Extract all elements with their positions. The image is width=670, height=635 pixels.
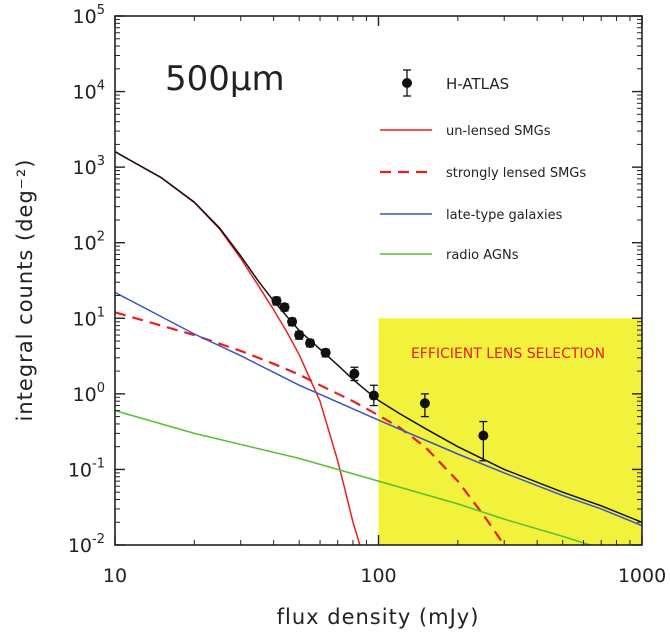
data-point <box>287 316 298 327</box>
legend: H-ATLAS un-lensed SMGs strongly lensed SMG… <box>380 69 586 263</box>
series-line-total <box>115 151 642 523</box>
x-tick-label: 10 <box>103 565 127 587</box>
legend-label: strongly lensed SMGs <box>446 166 586 181</box>
legend-label: radio AGNs <box>446 248 519 263</box>
ticks-layer: 10 100 1000 10-2 10-1 100 101 102 103 104 105 <box>68 3 666 587</box>
data-point <box>368 390 379 401</box>
x-tick-label: 1000 <box>618 565 666 587</box>
legend-label: H-ATLAS <box>446 75 509 93</box>
y-axis-title: integral counts (deg⁻²) <box>13 159 37 422</box>
series-line-late-type-galaxies <box>115 291 642 527</box>
data-point <box>279 302 290 313</box>
data-point <box>305 338 316 349</box>
wavelength-annotation: 500μm <box>165 59 285 99</box>
data-point <box>349 368 360 379</box>
observations-layer <box>271 295 489 462</box>
legend-label: un-lensed SMGs <box>446 124 551 139</box>
y-tick-label: 100 <box>73 381 105 406</box>
efficient-lens-selection-label: EFFICIENT LENS SELECTION <box>411 346 605 362</box>
series-line-un-lensed-smgs <box>115 151 361 545</box>
data-point <box>271 295 282 306</box>
data-point <box>419 398 430 409</box>
data-point <box>478 430 489 441</box>
y-tick-label: 104 <box>73 79 105 104</box>
y-tick-label: 103 <box>73 154 105 179</box>
x-axis-title: flux density (mJy) <box>277 605 480 629</box>
legend-marker-point <box>402 78 412 88</box>
series-line-radio-agns <box>115 409 593 545</box>
series-line-strongly-lensed-smgs <box>115 311 506 545</box>
data-point <box>320 347 331 358</box>
y-tick-label: 101 <box>73 305 105 330</box>
y-tick-label: 105 <box>73 3 105 28</box>
x-tick-label: 100 <box>360 565 396 587</box>
series-layer <box>115 151 642 545</box>
data-point <box>294 330 305 341</box>
legend-label: late-type galaxies <box>446 208 563 223</box>
y-tick-label: 10-2 <box>68 532 105 557</box>
y-tick-label: 10-1 <box>68 456 105 481</box>
y-tick-label: 102 <box>73 230 105 255</box>
